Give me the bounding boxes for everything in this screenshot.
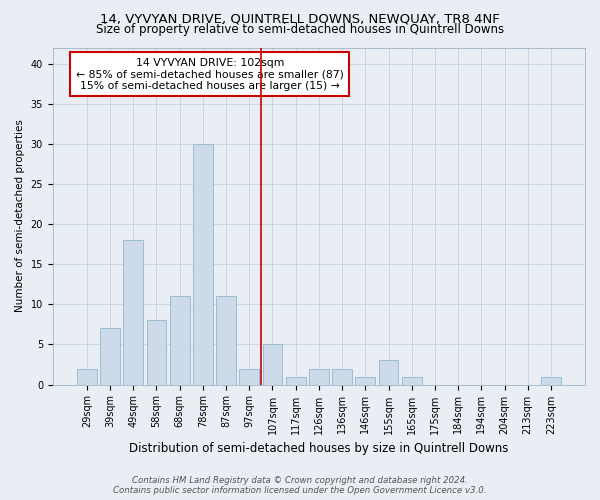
X-axis label: Distribution of semi-detached houses by size in Quintrell Downs: Distribution of semi-detached houses by … (129, 442, 509, 455)
Text: 14, VYVYAN DRIVE, QUINTRELL DOWNS, NEWQUAY, TR8 4NF: 14, VYVYAN DRIVE, QUINTRELL DOWNS, NEWQU… (100, 12, 500, 26)
Text: Size of property relative to semi-detached houses in Quintrell Downs: Size of property relative to semi-detach… (96, 22, 504, 36)
Bar (124, 240, 143, 384)
Bar (193, 144, 213, 384)
Bar (263, 344, 283, 385)
Bar (332, 368, 352, 384)
Bar (309, 368, 329, 384)
Bar (402, 376, 422, 384)
Bar (286, 376, 305, 384)
Text: 14 VYVYAN DRIVE: 102sqm
← 85% of semi-detached houses are smaller (87)
15% of se: 14 VYVYAN DRIVE: 102sqm ← 85% of semi-de… (76, 58, 344, 91)
Text: Contains HM Land Registry data © Crown copyright and database right 2024.
Contai: Contains HM Land Registry data © Crown c… (113, 476, 487, 495)
Y-axis label: Number of semi-detached properties: Number of semi-detached properties (15, 120, 25, 312)
Bar (355, 376, 375, 384)
Bar (541, 376, 561, 384)
Bar (146, 320, 166, 384)
Bar (239, 368, 259, 384)
Bar (216, 296, 236, 384)
Bar (170, 296, 190, 384)
Bar (77, 368, 97, 384)
Bar (379, 360, 398, 384)
Bar (100, 328, 120, 384)
